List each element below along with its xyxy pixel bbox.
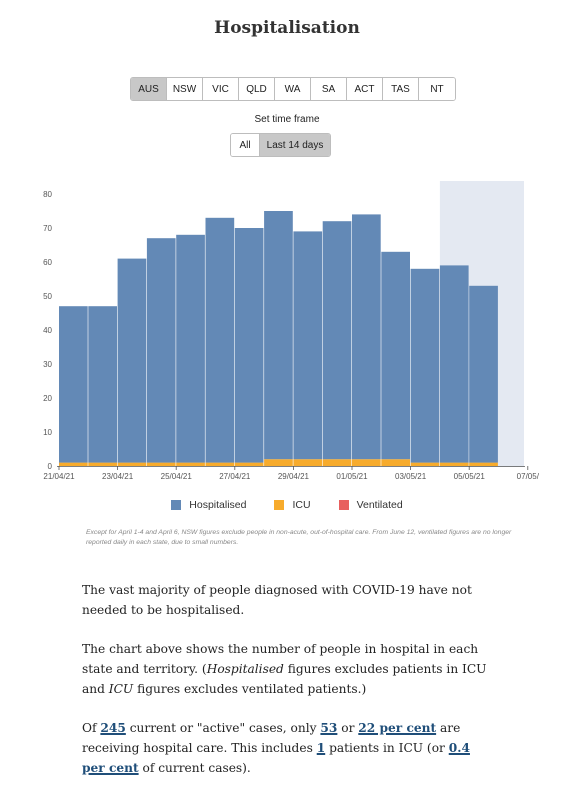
bar-icu <box>469 462 498 466</box>
active-cases-link[interactable]: 245 <box>100 721 126 735</box>
state-button-tas[interactable]: TAS <box>383 78 419 100</box>
legend-item-hospitalised: Hospitalised <box>171 499 246 511</box>
state-button-wa[interactable]: WA <box>275 78 311 100</box>
state-button-aus[interactable]: AUS <box>131 78 167 100</box>
bar-hospitalised <box>205 217 235 463</box>
legend-item-ventilated: Ventilated <box>338 499 403 511</box>
p2-em-icu: ICU <box>108 682 134 696</box>
legend-swatch-ventilated <box>338 500 349 510</box>
bar-icu <box>146 462 176 466</box>
p3-text-3: or <box>337 721 359 735</box>
bar-hospitalised <box>410 268 440 463</box>
legend-label-icu: ICU <box>292 499 311 511</box>
bar-icu <box>264 459 293 466</box>
p3-text-2: current or "active" cases, only <box>125 721 321 735</box>
p2-text-3: figures excludes ventilated patients.) <box>133 682 367 696</box>
x-tick-label: 03/05/21 <box>395 472 427 481</box>
y-tick-label: 40 <box>43 326 52 335</box>
y-tick-label: 80 <box>43 190 52 199</box>
timeframe-selector: All Last 14 days <box>230 133 331 157</box>
bar-icu <box>381 459 410 466</box>
bar-icu <box>410 462 440 466</box>
state-button-nt[interactable]: NT <box>419 78 455 100</box>
page-title: Hospitalisation <box>214 18 360 38</box>
bar-hospitalised <box>352 214 381 460</box>
paragraph-stats: Of 245 current or "active" cases, only 5… <box>82 718 492 778</box>
state-selector: AUS NSW VIC QLD WA SA ACT TAS NT <box>130 77 456 101</box>
bar-icu <box>117 462 147 466</box>
bar-hospitalised <box>293 231 323 460</box>
bar-hospitalised <box>439 265 469 463</box>
legend-swatch-icu <box>274 500 285 510</box>
x-tick-label: 21/04/21 <box>43 472 75 481</box>
x-tick-label: 25/04/21 <box>161 472 193 481</box>
state-button-sa[interactable]: SA <box>311 78 347 100</box>
bar-icu <box>352 459 381 466</box>
y-tick-label: 70 <box>43 224 52 233</box>
state-button-qld[interactable]: QLD <box>239 78 275 100</box>
x-tick-label: 27/04/21 <box>219 472 251 481</box>
chart-legend: Hospitalised ICU Ventilated <box>0 499 574 511</box>
hospital-percent-link[interactable]: 22 per cent <box>358 721 437 735</box>
bar-icu <box>234 462 264 466</box>
bar-icu <box>59 462 88 466</box>
p3-text-1: Of <box>82 721 101 735</box>
paragraph-intro: The vast majority of people diagnosed wi… <box>82 583 472 617</box>
bar-hospitalised <box>146 238 176 463</box>
y-tick-label: 10 <box>43 428 52 437</box>
p3-text-5: patients in ICU (or <box>325 741 449 755</box>
legend-item-icu: ICU <box>274 499 311 511</box>
bar-icu <box>88 462 117 466</box>
bar-hospitalised <box>117 258 147 463</box>
x-tick-label: 29/04/21 <box>278 472 310 481</box>
bar-hospitalised <box>381 251 410 460</box>
bar-hospitalised <box>88 306 117 463</box>
bar-hospitalised <box>264 211 293 460</box>
icu-count-link[interactable]: 1 <box>316 741 326 755</box>
y-tick-label: 20 <box>43 394 52 403</box>
bar-hospitalised <box>469 285 498 463</box>
hospital-count-link[interactable]: 53 <box>320 721 338 735</box>
y-tick-label: 50 <box>43 292 52 301</box>
state-button-act[interactable]: ACT <box>347 78 383 100</box>
state-button-vic[interactable]: VIC <box>203 78 239 100</box>
bar-hospitalised <box>176 234 205 463</box>
p2-em-hospitalised: Hospitalised <box>206 662 284 676</box>
timeframe-label: Set time frame <box>254 114 320 125</box>
timeframe-all-button[interactable]: All <box>231 134 260 156</box>
bar-hospitalised <box>322 221 352 460</box>
y-tick-label: 0 <box>48 462 53 471</box>
y-tick-label: 60 <box>43 258 52 267</box>
bar-icu <box>293 459 323 466</box>
bar-icu <box>439 462 469 466</box>
bar-hospitalised <box>234 228 264 463</box>
bar-hospitalised <box>59 306 88 463</box>
x-tick-label: 05/05/21 <box>454 472 486 481</box>
state-button-nsw[interactable]: NSW <box>167 78 203 100</box>
hospitalisation-chart: 0 10 20 30 40 50 60 70 80 21/04/21 23/04/21 25/04/2… <box>43 181 540 481</box>
x-tick-label: 23/04/21 <box>102 472 134 481</box>
p2-text-2: figures excludes patients in ICU and <box>82 662 487 696</box>
p3-text-4: are receiving hospital care. This includ… <box>82 721 461 755</box>
y-tick-label: 30 <box>43 360 52 369</box>
x-tick-label: 07/05/ <box>517 472 540 481</box>
x-tick-label: 01/05/21 <box>336 472 368 481</box>
chart-footnote: Except for April 1-4 and April 6, NSW fi… <box>86 529 512 546</box>
p3-text-6: of current cases). <box>138 761 251 775</box>
icu-percent-link[interactable]: 0.4 per cent <box>82 741 470 775</box>
legend-swatch-hospitalised <box>171 500 182 510</box>
bar-icu <box>322 459 352 466</box>
legend-label-ventilated: Ventilated <box>356 499 403 511</box>
p2-text-1: The chart above shows the number of peop… <box>82 642 479 676</box>
legend-label-hospitalised: Hospitalised <box>189 499 247 511</box>
bar-icu <box>205 462 235 466</box>
timeframe-last14-button[interactable]: Last 14 days <box>260 134 330 156</box>
bar-icu <box>176 462 205 466</box>
paragraph-chart-explainer: The chart above shows the number of peop… <box>82 639 492 699</box>
